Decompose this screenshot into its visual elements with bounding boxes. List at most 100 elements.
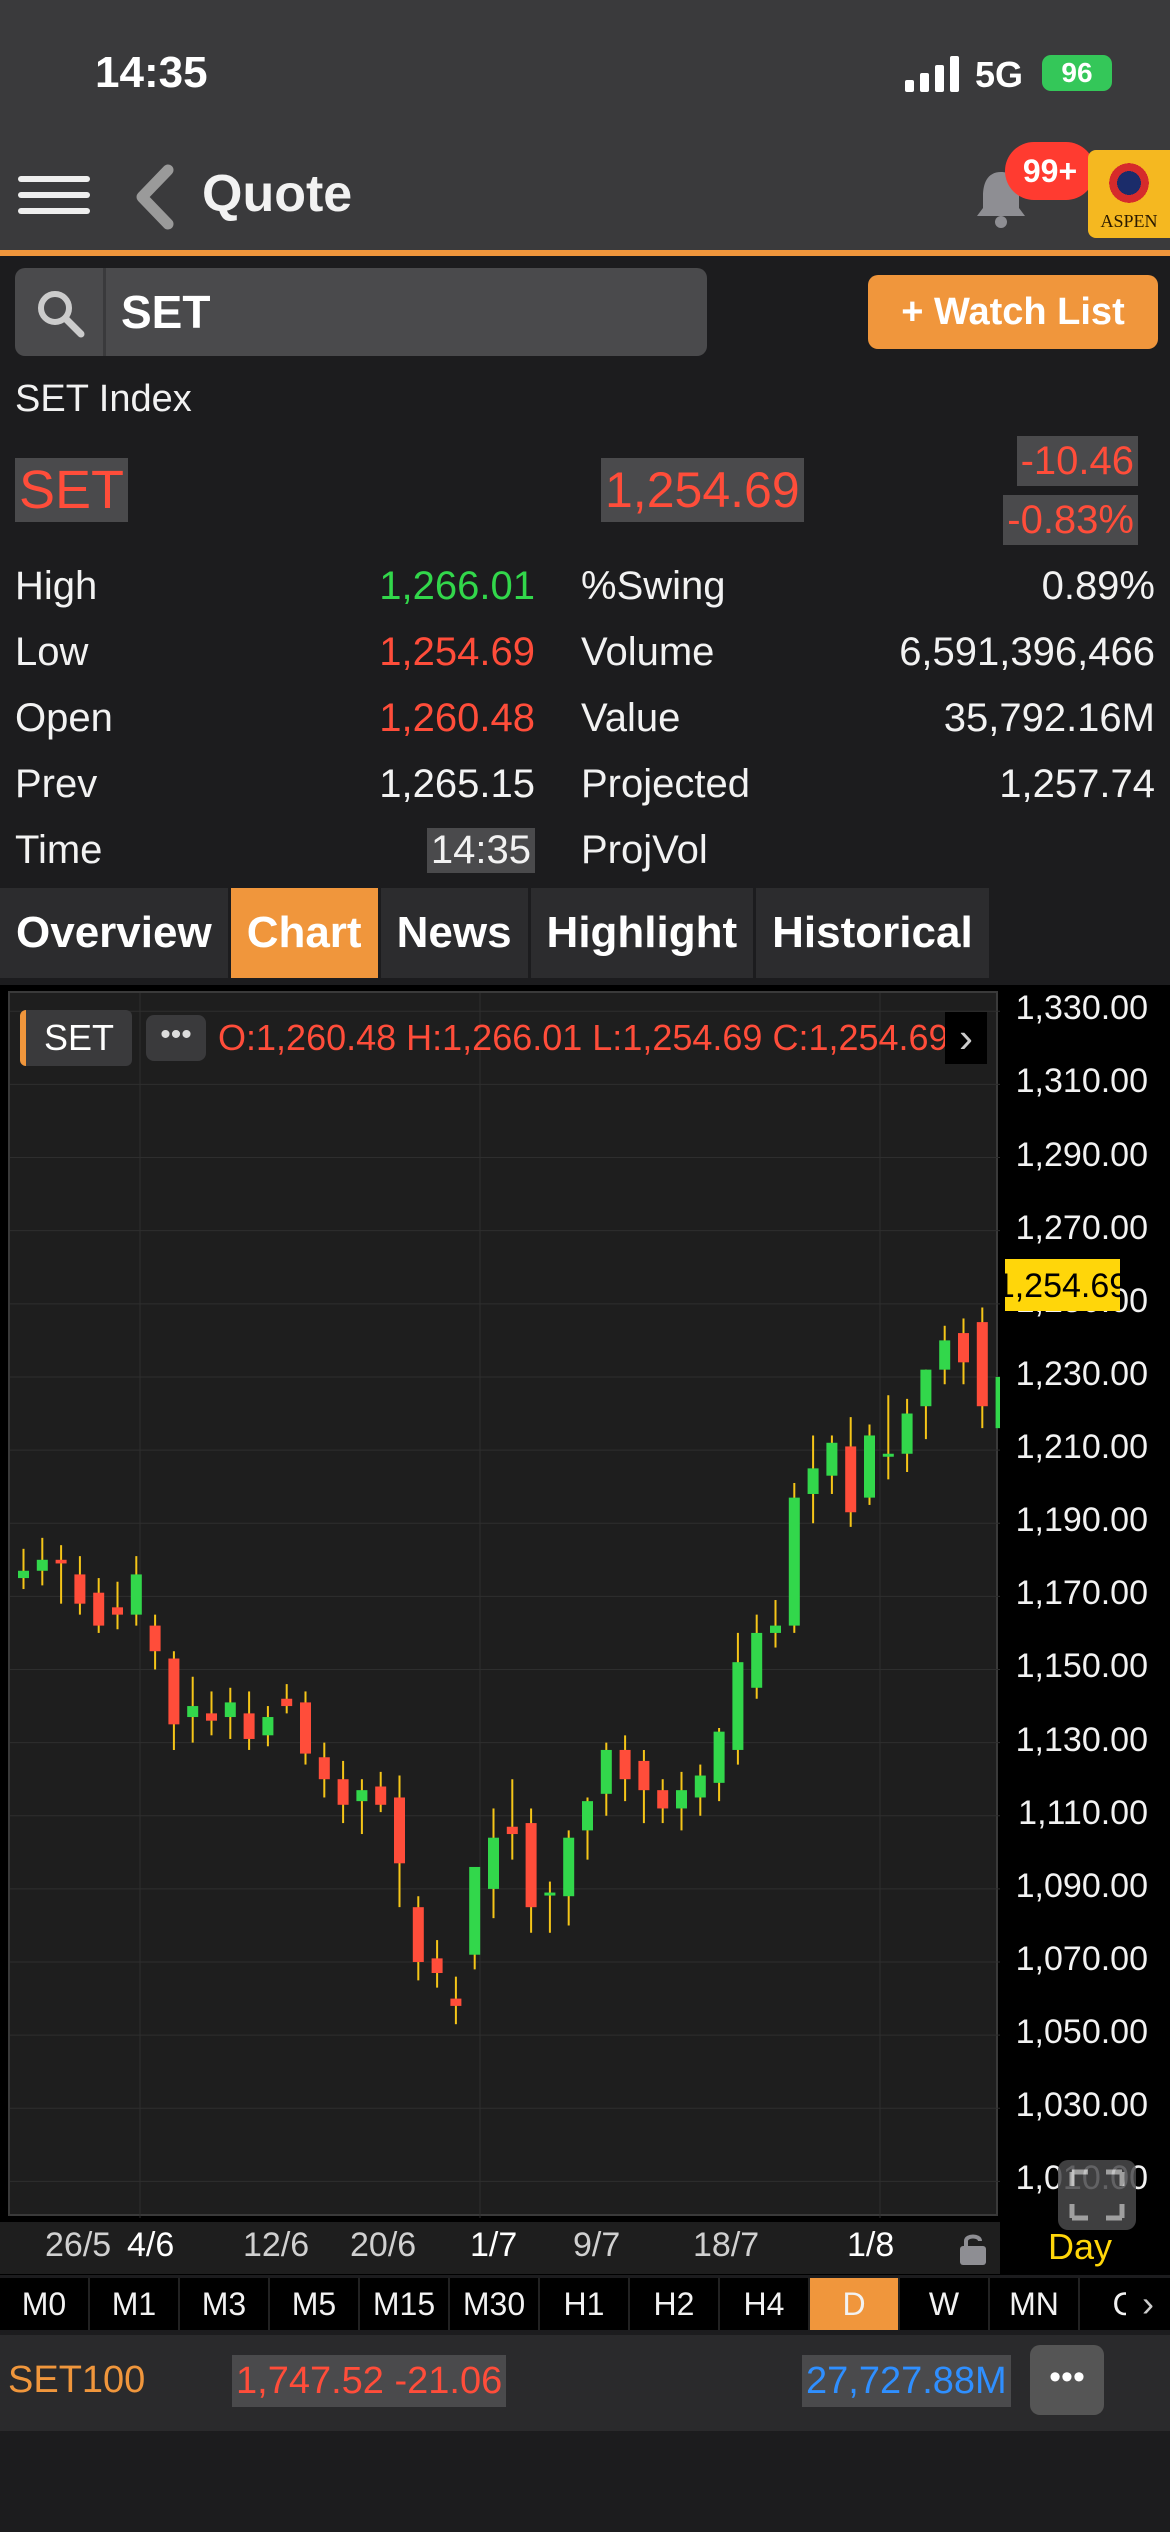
candle-body <box>807 1468 819 1494</box>
timeframe-d[interactable]: D <box>810 2278 900 2330</box>
quote-tabs: Overview Chart News Highlight Historical <box>0 888 992 978</box>
stat-value: 1,260.48 <box>379 696 535 740</box>
candle-body <box>976 1322 988 1407</box>
stat-value: 35,792.16M <box>943 696 1155 740</box>
x-tick-label: 20/6 <box>350 2226 417 2264</box>
timeframe-mn[interactable]: MN <box>990 2278 1080 2330</box>
aspen-logo[interactable]: ASPEN <box>1088 150 1170 238</box>
bottom-spacer <box>0 2431 1170 2532</box>
timeframe-m30[interactable]: M30 <box>450 2278 540 2330</box>
candle-body <box>300 1702 311 1754</box>
menu-icon[interactable] <box>18 166 90 230</box>
chart-area[interactable]: 1,330.001,310.001,290.001,270.001,250.00… <box>0 985 1170 2275</box>
x-tick-label: 1/7 <box>470 2226 518 2264</box>
y-tick-label: 1,050.00 <box>1015 2013 1148 2052</box>
back-chevron-icon[interactable] <box>130 162 180 232</box>
price-axis: 1,330.001,310.001,290.001,270.001,250.00… <box>1000 985 1170 2225</box>
tab-news[interactable]: News <box>380 888 528 978</box>
bottom-ticker[interactable]: SET100 1,747.52 -21.06 27,727.88M ••• <box>0 2335 1170 2431</box>
current-price-marker: 1,254.69 <box>1005 1258 1120 1311</box>
timeframe-m3[interactable]: M3 <box>180 2278 270 2330</box>
candlestick-chart[interactable] <box>10 993 1082 2218</box>
x-tick-label: 12/6 <box>243 2226 310 2264</box>
status-bar: 14:35 5G 96 <box>0 0 1170 150</box>
timeframe-w[interactable]: W <box>900 2278 990 2330</box>
candle-body <box>206 1713 217 1721</box>
watch-list-button[interactable]: + Watch List <box>868 275 1158 349</box>
stat-label: Low <box>15 630 89 674</box>
y-tick-label: 1,310.00 <box>1015 1062 1148 1101</box>
y-tick-label: 1,230.00 <box>1015 1354 1148 1393</box>
logo-emblem-icon <box>1100 156 1158 210</box>
nav-bar: Quote 99+ ASPEN <box>0 142 1170 256</box>
network-label: 5G <box>975 54 1024 95</box>
y-tick-label: 1,150.00 <box>1015 1647 1148 1686</box>
lock-icon[interactable] <box>958 2232 988 2266</box>
timeframe-bar: M0 M1 M3 M5 M15 M30 H1 H2 H4 D W MN C › <box>0 2278 1170 2330</box>
tab-highlight[interactable]: Highlight <box>530 888 754 978</box>
candle-body <box>412 1907 424 1963</box>
search-input[interactable] <box>107 268 697 356</box>
y-tick-label: 1,210.00 <box>1015 1428 1148 1467</box>
stat-label: Time <box>15 828 103 872</box>
stat-value: 1,257.74 <box>999 762 1155 806</box>
ticker-more-button[interactable]: ••• <box>1030 2345 1104 2415</box>
chevron-right-icon[interactable]: › <box>1126 2278 1170 2330</box>
y-tick-label: 1,130.00 <box>1015 1720 1148 1759</box>
interval-label: Day <box>1048 2226 1113 2267</box>
candle-body <box>337 1779 349 1805</box>
candle-body <box>36 1559 48 1571</box>
notification-badge[interactable]: 99+ <box>1005 142 1095 200</box>
tab-overview[interactable]: Overview <box>0 888 228 978</box>
candle-body <box>506 1826 518 1835</box>
stat-value: 6,591,396,466 <box>899 630 1155 674</box>
candle-body <box>469 1866 481 1955</box>
candle-body <box>939 1340 951 1370</box>
timeframe-m15[interactable]: M15 <box>360 2278 450 2330</box>
timeframe-m0[interactable]: M0 <box>0 2278 90 2330</box>
stat-row: Prev 1,265.15 Projected 1,257.74 <box>15 756 1155 822</box>
expand-icon[interactable] <box>1058 2160 1136 2230</box>
candle-body <box>168 1658 180 1725</box>
stat-label: Open <box>15 696 113 740</box>
candle-body <box>600 1749 612 1794</box>
timeframe-m1[interactable]: M1 <box>90 2278 180 2330</box>
y-tick-label: 1,190.00 <box>1015 1501 1148 1540</box>
stat-value: 14:35 <box>426 828 535 873</box>
candle-body <box>713 1731 725 1783</box>
tab-historical[interactable]: Historical <box>756 888 989 978</box>
date-axis: 26/5 4/6 12/6 20/6 1/7 9/7 18/7 1/8 <box>0 2222 1000 2274</box>
candle-body <box>920 1369 932 1407</box>
candle-body <box>281 1698 293 1707</box>
candle-body <box>788 1497 800 1626</box>
candle-body <box>224 1702 236 1718</box>
stat-value: 1,254.69 <box>379 630 535 674</box>
timeframe-h2[interactable]: H2 <box>630 2278 720 2330</box>
battery-icon: 96 <box>1042 55 1112 91</box>
candle-body <box>544 1892 556 1896</box>
fullscreen-icon <box>1069 2169 1125 2221</box>
candle-body <box>450 1998 462 2006</box>
y-tick-label: 1,290.00 <box>1015 1135 1148 1174</box>
search-divider <box>103 268 106 356</box>
candle-body <box>638 1760 650 1791</box>
candle-body <box>864 1435 875 1498</box>
candle-body <box>525 1823 537 1908</box>
price-change-percent: -0.83% <box>1003 495 1138 545</box>
chart-plot[interactable] <box>8 991 1082 2218</box>
candle-body <box>582 1801 593 1831</box>
timeframe-h4[interactable]: H4 <box>720 2278 810 2330</box>
candle-body <box>93 1592 105 1626</box>
timeframe-m5[interactable]: M5 <box>270 2278 360 2330</box>
timeframe-h1[interactable]: H1 <box>540 2278 630 2330</box>
candle-body <box>676 1790 687 1809</box>
candle-body <box>318 1757 330 1780</box>
price-change: -10.46 <box>1016 436 1138 486</box>
chart-more-button[interactable]: ••• <box>146 1015 207 1061</box>
stat-label: Volume <box>581 630 715 674</box>
ticker-price-change: 1,747.52 -21.06 <box>232 2355 507 2407</box>
chevron-right-icon[interactable]: › <box>945 1012 987 1064</box>
chart-symbol-chip[interactable]: SET <box>20 1010 133 1066</box>
tab-chart[interactable]: Chart <box>230 888 378 978</box>
y-tick-label: 1,270.00 <box>1015 1208 1148 1247</box>
